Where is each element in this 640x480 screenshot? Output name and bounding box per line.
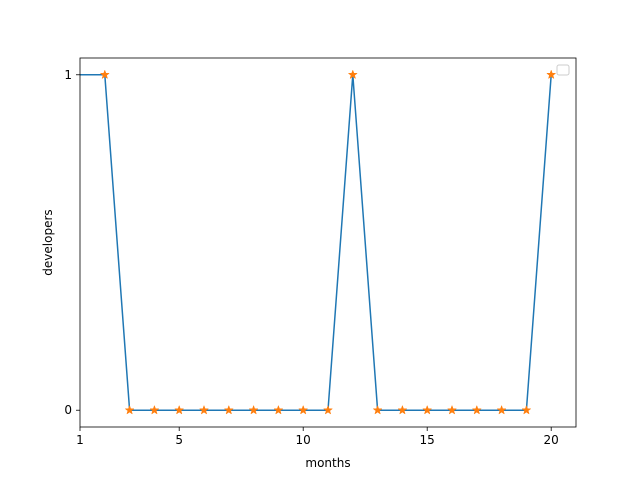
- data-point-marker: [174, 404, 185, 415]
- x-axis-label: months: [305, 456, 350, 470]
- series-line-0: [80, 74, 552, 411]
- data-point-marker: [149, 404, 160, 415]
- legend-box: [556, 64, 570, 76]
- x-tick-label: 10: [296, 433, 311, 447]
- data-point-marker: [99, 69, 110, 80]
- data-point-marker: [372, 404, 383, 415]
- x-tick-label: 1: [76, 433, 84, 447]
- data-point-marker: [422, 404, 433, 415]
- x-tick-label: 20: [544, 433, 559, 447]
- data-point-marker: [322, 404, 334, 415]
- data-point-marker: [446, 404, 458, 415]
- x-tick-label: 5: [175, 433, 183, 447]
- y-tick-label: 1: [64, 68, 72, 82]
- data-point-marker: [124, 404, 135, 415]
- data-point-marker: [198, 404, 210, 415]
- data-point-marker: [298, 404, 309, 415]
- data-point-marker: [521, 404, 532, 415]
- data-point-marker: [546, 69, 557, 80]
- data-point-marker: [273, 404, 284, 415]
- x-tick-label: 15: [420, 433, 435, 447]
- axes-frame: [79, 57, 577, 428]
- plot-layer: [80, 69, 557, 415]
- x-axis-ticks: 1 5 10 15 20: [76, 427, 559, 447]
- data-point-marker: [397, 404, 408, 415]
- y-axis-ticks: 01: [64, 68, 80, 417]
- y-tick-label: 0: [64, 403, 72, 417]
- y-axis-label: developers: [41, 209, 55, 275]
- data-point-marker: [347, 69, 358, 80]
- data-point-marker: [248, 404, 259, 415]
- data-point-marker: [223, 404, 234, 415]
- data-point-marker: [496, 404, 507, 415]
- data-point-marker: [471, 404, 482, 415]
